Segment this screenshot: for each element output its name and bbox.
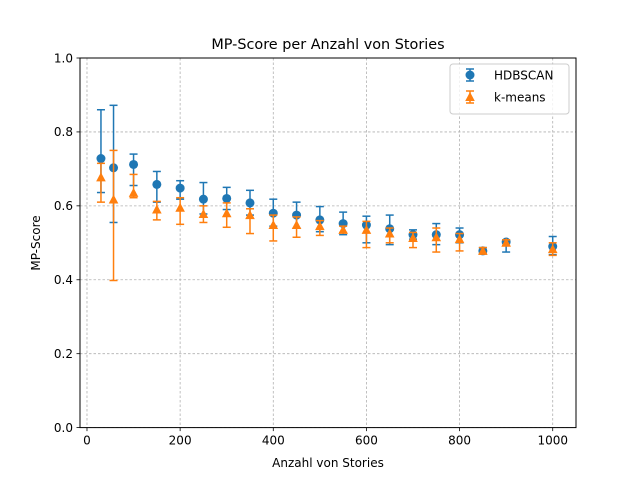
data-point-k-means bbox=[315, 221, 325, 231]
data-point-k-means bbox=[198, 208, 209, 218]
data-point-k-means bbox=[454, 234, 465, 244]
data-point-k-means bbox=[501, 237, 511, 247]
data-point-k-means bbox=[221, 208, 232, 218]
x-tick-label: 600 bbox=[355, 434, 378, 448]
series-k-means bbox=[96, 149, 558, 282]
data-point-k-means bbox=[128, 187, 139, 197]
x-axis-ticks: 0 200 400 600 800 1000 bbox=[83, 427, 568, 448]
data-point-k-means bbox=[108, 194, 119, 204]
data-point-hdbscan bbox=[152, 179, 162, 189]
y-tick-label: 0.2 bbox=[54, 347, 73, 361]
data-point-k-means bbox=[431, 232, 442, 242]
chart-title: MP-Score per Anzahl von Stories bbox=[211, 37, 444, 53]
data-point-k-means bbox=[291, 220, 302, 230]
data-point-k-means bbox=[245, 210, 255, 220]
x-tick-label: 400 bbox=[262, 434, 285, 448]
data-point-hdbscan bbox=[245, 198, 255, 208]
y-axis-label: MP-Score bbox=[29, 215, 43, 270]
data-point-k-means bbox=[361, 224, 372, 234]
y-tick-label: 0.6 bbox=[54, 199, 73, 213]
data-point-hdbscan bbox=[222, 193, 232, 203]
y-tick-label: 0.4 bbox=[54, 273, 73, 287]
data-point-k-means bbox=[96, 172, 106, 182]
legend-marker-hdbscan bbox=[465, 70, 475, 80]
y-axis-ticks: 0.0 0.2 0.4 0.6 0.8 1.0 bbox=[54, 51, 80, 435]
legend-marker-k-means bbox=[465, 92, 475, 101]
series-layer bbox=[96, 104, 558, 282]
legend-entry-hdbscan: HDBSCAN bbox=[465, 68, 553, 83]
data-point-k-means bbox=[384, 228, 395, 238]
y-tick-label: 0.0 bbox=[54, 421, 73, 435]
legend: HDBSCAN k-means bbox=[449, 63, 570, 115]
data-point-k-means bbox=[268, 220, 279, 230]
legend-entry-k-means: k-means bbox=[465, 90, 546, 105]
y-tick-label: 0.8 bbox=[54, 125, 73, 139]
legend-box bbox=[449, 63, 570, 115]
legend-label-k-means: k-means bbox=[494, 91, 546, 105]
y-tick-label: 1.0 bbox=[54, 51, 73, 65]
data-point-hdbscan bbox=[129, 159, 139, 169]
data-point-k-means bbox=[547, 244, 558, 254]
data-point-hdbscan bbox=[175, 183, 185, 193]
data-point-k-means bbox=[478, 245, 488, 255]
x-tick-label: 1000 bbox=[537, 434, 568, 448]
data-point-hdbscan bbox=[96, 154, 106, 164]
x-axis-label: Anzahl von Stories bbox=[272, 456, 384, 470]
data-point-k-means bbox=[338, 224, 348, 234]
x-tick-label: 800 bbox=[448, 434, 471, 448]
data-point-k-means bbox=[175, 202, 185, 212]
data-point-k-means bbox=[408, 232, 418, 242]
x-tick-label: 200 bbox=[169, 434, 192, 448]
data-point-k-means bbox=[152, 204, 162, 214]
data-point-hdbscan bbox=[198, 194, 208, 204]
legend-label-hdbscan: HDBSCAN bbox=[494, 69, 553, 83]
plot-frame bbox=[79, 57, 577, 429]
x-tick-label: 0 bbox=[83, 434, 91, 448]
